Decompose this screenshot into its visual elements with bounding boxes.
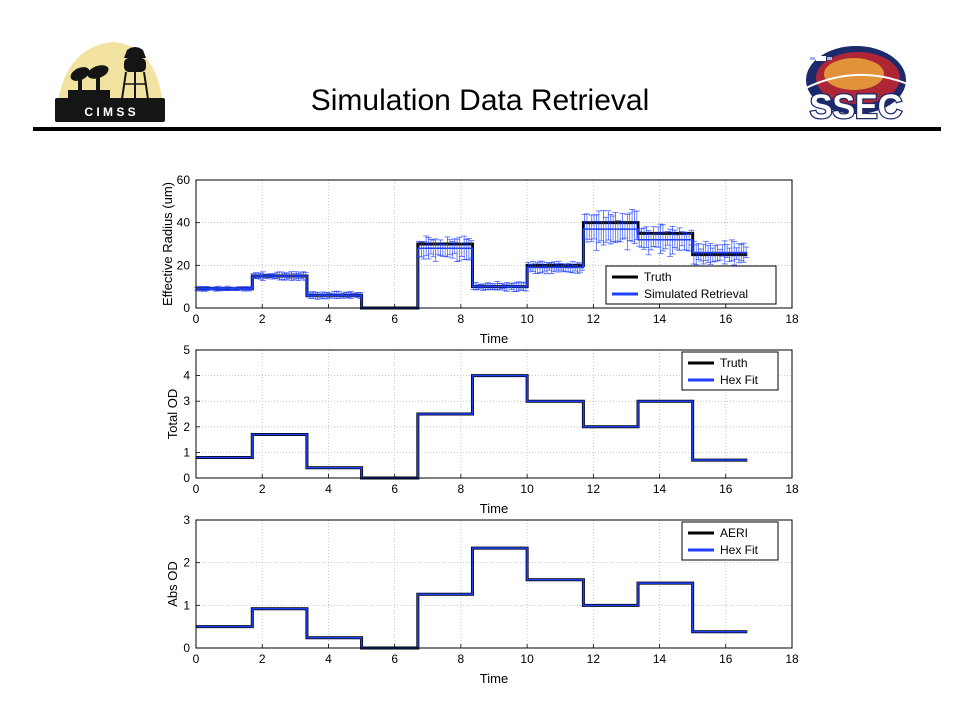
x-tick-label: 10 <box>520 652 534 666</box>
slide-title: Simulation Data Retrieval <box>310 84 650 117</box>
y-tick-label: 5 <box>183 343 190 357</box>
x-tick-label: 8 <box>458 312 465 326</box>
x-tick-label: 14 <box>653 652 667 666</box>
title-rule <box>33 127 941 131</box>
y-tick-label: 60 <box>177 173 191 187</box>
legend-label: Hex Fit <box>720 543 759 557</box>
legend-label: Hex Fit <box>720 373 759 387</box>
y-tick-label: 40 <box>177 216 191 230</box>
x-axis-label: Time <box>480 501 508 516</box>
legend-box <box>681 351 779 391</box>
x-tick-label: 12 <box>587 652 601 666</box>
cimss-logo: C I M S S <box>55 42 165 122</box>
satellite-icon <box>810 56 832 61</box>
y-tick-label: 2 <box>183 420 190 434</box>
legend-label: Truth <box>644 270 672 284</box>
chart-panel-1: 0 2 4 6 8 10 12 14 16 18 0 20 40 60 Time Effective Radi… <box>160 173 799 346</box>
cimss-logo-text: C I M S S <box>84 105 135 119</box>
x-tick-label: 12 <box>587 312 601 326</box>
y-tick-label: 4 <box>183 369 190 383</box>
x-tick-label: 0 <box>193 652 200 666</box>
legend: Truth Simulated Retrieval <box>605 265 777 305</box>
x-tick-label: 4 <box>325 312 332 326</box>
x-tick-label: 0 <box>193 312 200 326</box>
x-tick-label: 14 <box>653 482 667 496</box>
y-tick-label: 3 <box>183 394 190 408</box>
y-tick-label: 0 <box>183 301 190 315</box>
x-tick-label: 10 <box>520 482 534 496</box>
y-tick-label: 20 <box>177 258 191 272</box>
x-tick-label: 18 <box>785 482 799 496</box>
ssec-logo: SSEC <box>805 46 909 124</box>
x-tick-label: 6 <box>391 482 398 496</box>
x-axis-label: Time <box>480 331 508 346</box>
series-line-fit <box>196 228 748 309</box>
x-tick-label: 2 <box>259 482 266 496</box>
y-tick-label: 1 <box>183 445 190 459</box>
legend-label: Simulated Retrieval <box>644 287 748 301</box>
series-line-fit <box>196 374 748 479</box>
y-tick-label: 3 <box>183 513 190 527</box>
x-tick-label: 16 <box>719 652 733 666</box>
ssec-logo-text: SSEC <box>810 88 903 124</box>
axes-frame <box>195 349 793 479</box>
x-tick-label: 2 <box>259 652 266 666</box>
x-tick-label: 16 <box>719 312 733 326</box>
y-tick-label: 1 <box>183 598 190 612</box>
x-tick-label: 4 <box>325 652 332 666</box>
legend-label: AERI <box>720 526 748 540</box>
y-tick-label: 0 <box>183 641 190 655</box>
x-tick-label: 0 <box>193 482 200 496</box>
satellite-dish-icon <box>68 65 110 99</box>
x-tick-label: 8 <box>458 482 465 496</box>
legend-box <box>605 265 777 305</box>
legend: AERI Hex Fit <box>681 521 779 561</box>
y-axis-label: Effective Radius (um) <box>160 182 175 306</box>
x-tick-label: 6 <box>391 652 398 666</box>
x-tick-label: 2 <box>259 312 266 326</box>
y-axis-label: Abs OD <box>165 561 180 607</box>
water-tower-icon <box>121 47 149 100</box>
legend-label: Truth <box>720 356 748 370</box>
x-tick-label: 4 <box>325 482 332 496</box>
x-tick-label: 6 <box>391 312 398 326</box>
x-tick-label: 18 <box>785 312 799 326</box>
x-tick-label: 18 <box>785 652 799 666</box>
legend: Truth Hex Fit <box>681 351 779 391</box>
y-tick-label: 2 <box>183 556 190 570</box>
x-tick-label: 14 <box>653 312 667 326</box>
legend-box <box>681 521 779 561</box>
x-axis-label: Time <box>480 671 508 686</box>
y-tick-label: 0 <box>183 471 190 485</box>
x-tick-label: 10 <box>520 312 534 326</box>
axes-frame <box>195 519 793 649</box>
x-tick-label: 8 <box>458 652 465 666</box>
x-tick-label: 12 <box>587 482 601 496</box>
axes-frame <box>195 179 793 309</box>
x-tick-label: 16 <box>719 482 733 496</box>
series-line-fit <box>196 547 748 649</box>
y-axis-label: Total OD <box>165 389 180 440</box>
